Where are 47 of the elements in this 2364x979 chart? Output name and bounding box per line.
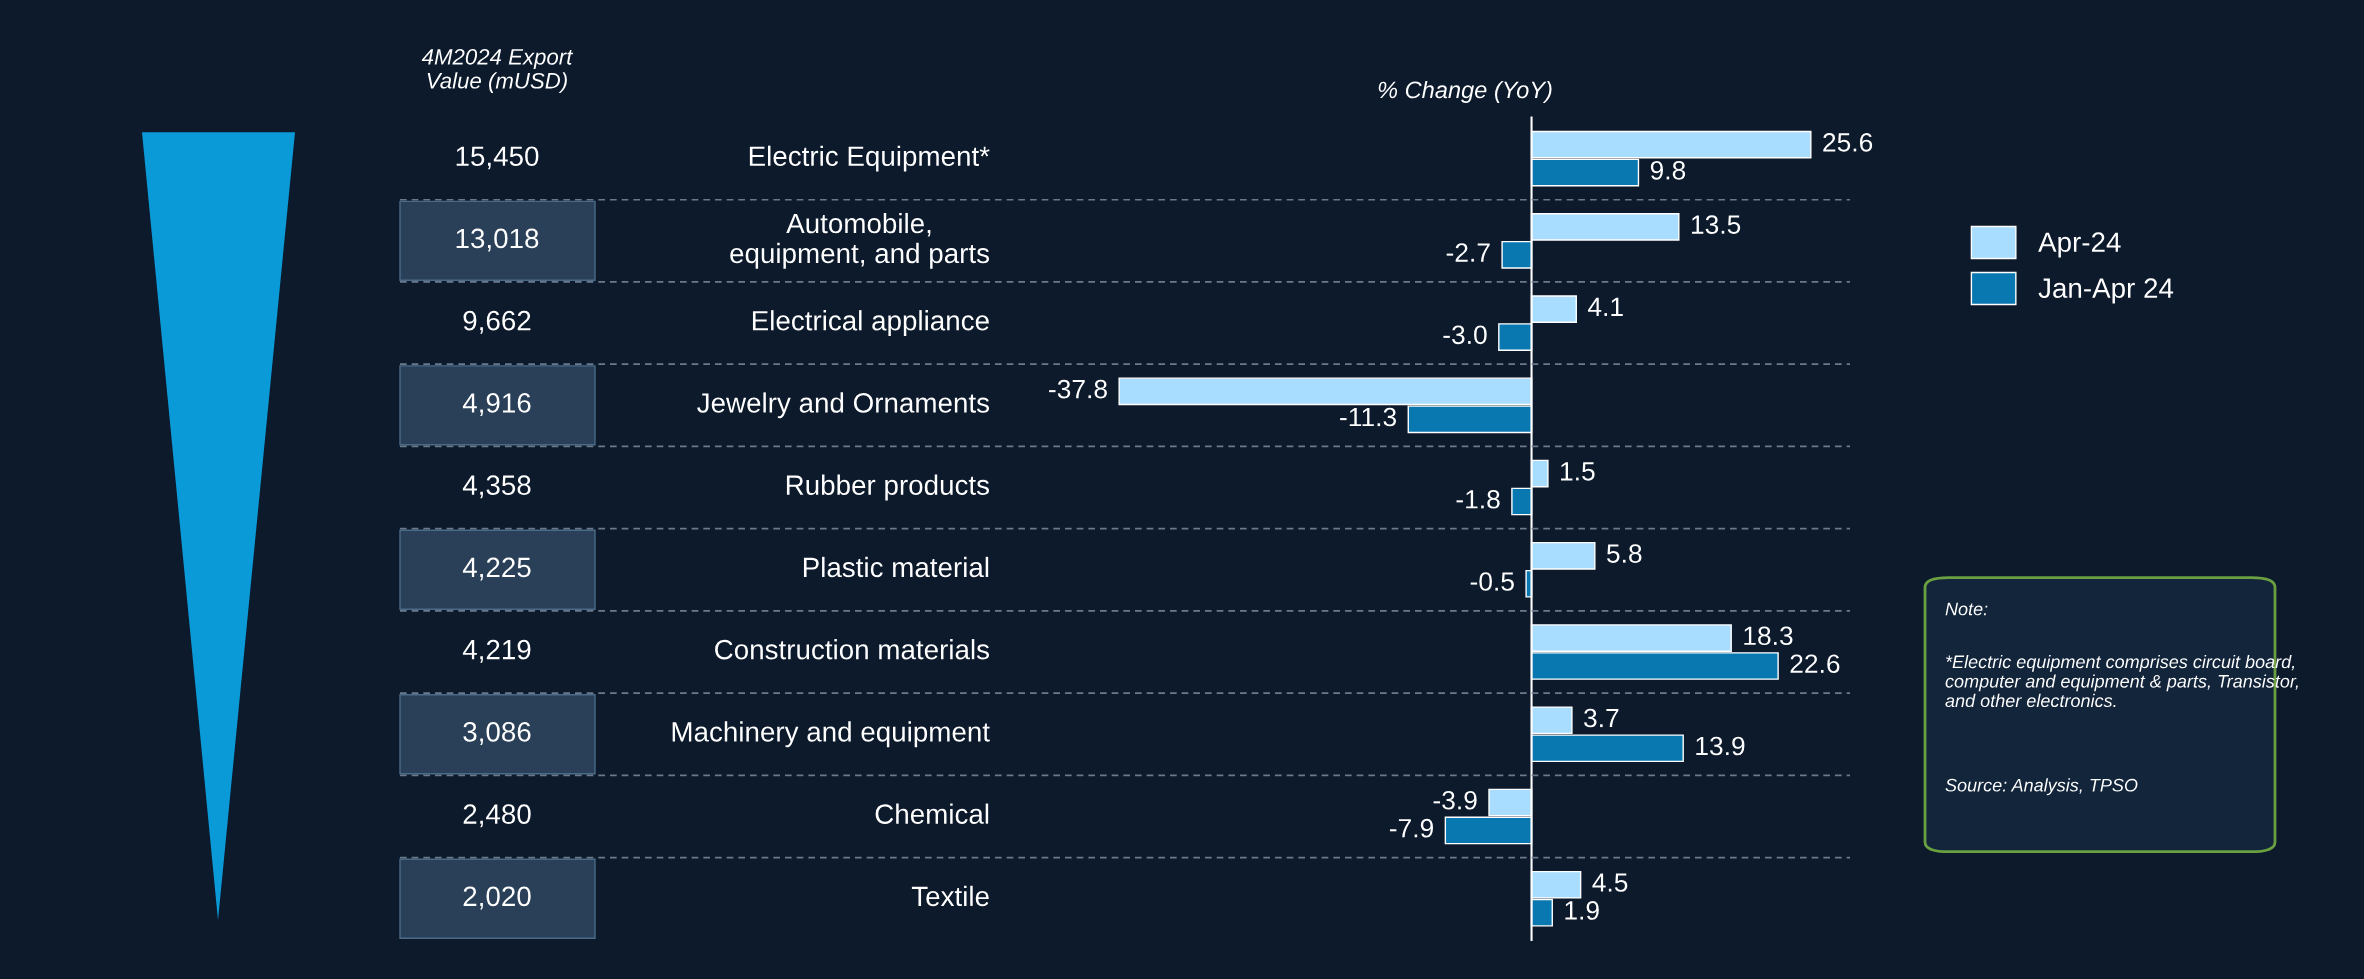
data-label: 3.7 [1584,708,1619,728]
data-label: 4.1 [1587,297,1623,316]
text: 2,480 [463,804,531,828]
text: 3,086 [463,722,531,745]
data-label: -7.9 [1389,818,1434,838]
data-label: 4.5 [1592,873,1628,892]
y-tick-label: Machinery and equipment [672,721,990,748]
text: 4,225 [462,557,531,581]
data-label: 1.5 [1561,462,1595,481]
y-tick-label: Construction materials [715,639,990,660]
text: 9,662 [463,310,531,334]
data-label: 9.8 [1650,160,1686,180]
text: 4,358 [462,475,531,499]
text: 2,020 [463,886,531,910]
y-tick-label: Electric Equipment* [749,145,990,172]
data-label: 5.8 [1606,544,1642,563]
data-label: -37.8 [1049,379,1107,399]
data-label: -2.7 [1446,243,1490,262]
data-label: 1.9 [1565,901,1599,920]
data-label: -3.0 [1443,325,1487,345]
data-label: 22.6 [1790,654,1840,674]
text: Note: [1945,602,1988,616]
source-note: Source: Analysis, TPSO [1945,778,2138,796]
data-label: -3.9 [1433,790,1477,810]
y-tick-label: Automobile, equipment, and parts [730,212,990,269]
data-label: -1.8 [1456,489,1500,509]
text: 13,018 [456,228,539,252]
y-tick-label: Textile [911,885,989,907]
data-label: 13.5 [1691,215,1741,234]
legend-label: Apr-24 [2038,232,2121,258]
data-label: -0.5 [1470,572,1514,591]
legend-label: Jan-Apr 24 [2038,278,2174,304]
text: *Electric equipment comprises circuit board, computer and equipment & parts, Transistor, and other electronics. [1945,654,2298,708]
y-tick-label: Jewelry and Ornaments [697,392,990,419]
data-label: 18.3 [1744,626,1793,646]
data-label: -11.3 [1340,407,1397,427]
text: 4M2024 Export Value (mUSD) [421,48,574,93]
y-tick-label: Rubber products [786,474,990,501]
text: 15,450 [456,146,539,170]
text: 4,219 [462,639,531,663]
y-tick-label: Electrical appliance [752,310,989,337]
data-label: 25.6 [1823,133,1873,152]
data-label: 13.9 [1696,736,1745,756]
text: 4,916 [462,393,531,417]
y-tick-label: Plastic material [803,556,989,578]
x-axis-title: % Change (YoY) [1378,80,1552,103]
y-tick-label: Chemical [875,803,989,824]
